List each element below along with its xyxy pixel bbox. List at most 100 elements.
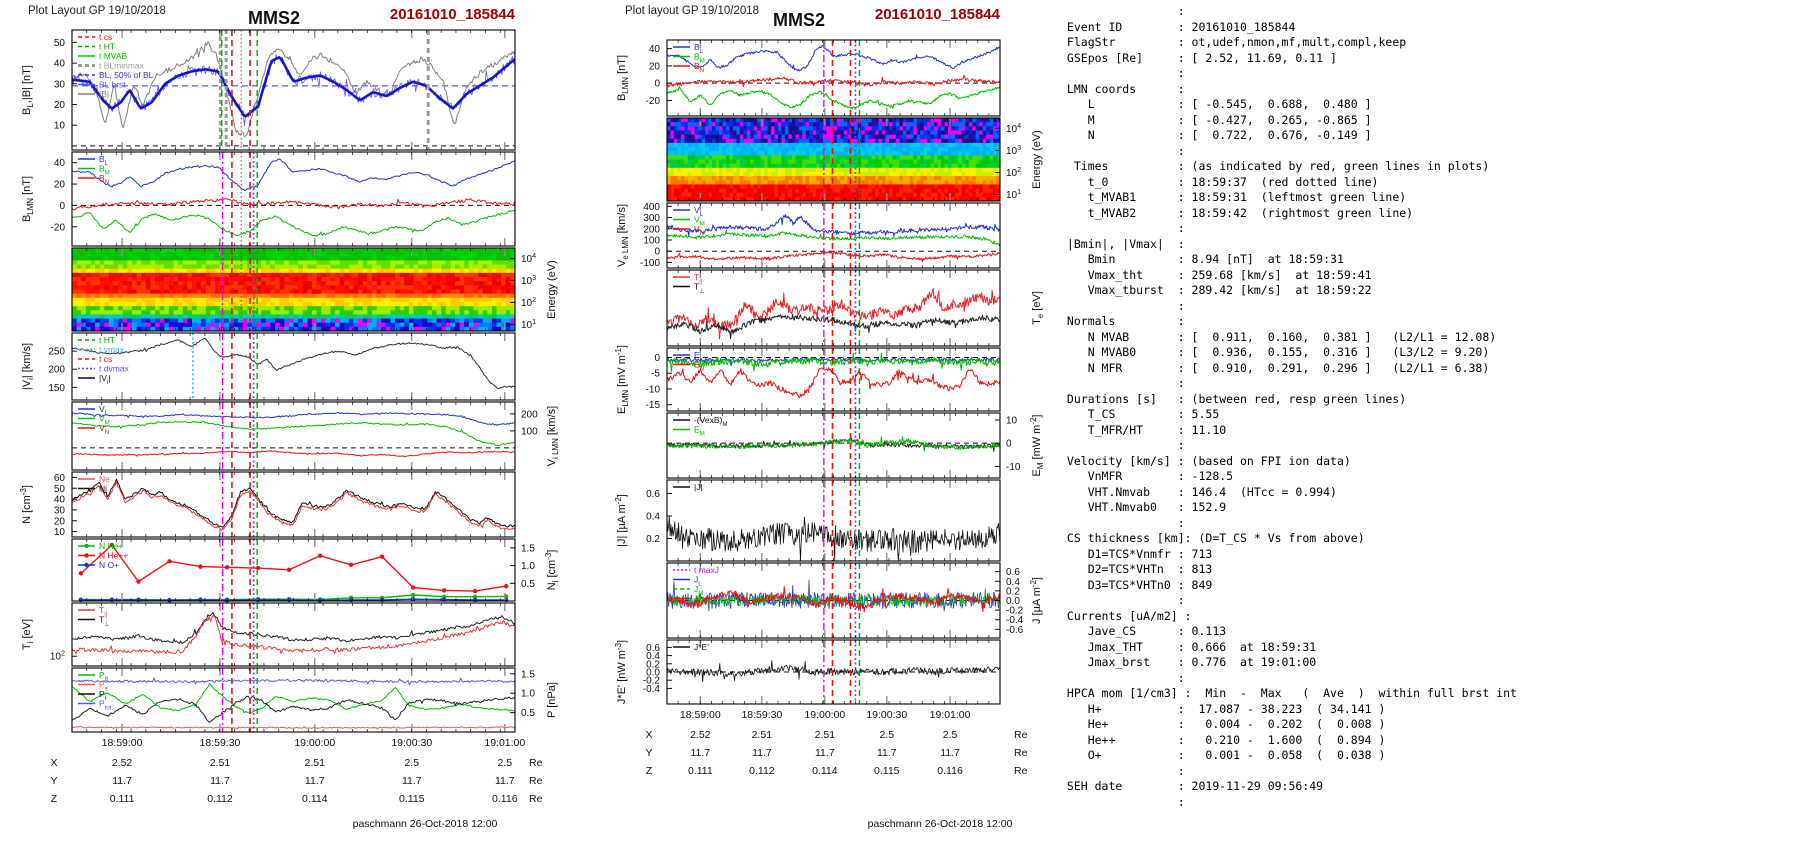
svg-text:Y: Y	[50, 775, 57, 787]
svg-text:20: 20	[54, 516, 66, 527]
event-id-label: 20161010_185844	[874, 6, 1000, 23]
left-plot-column: Plot Layout GP 19/10/2018 MMS2 20161010_…	[0, 0, 600, 841]
svg-text:150: 150	[48, 383, 65, 394]
svg-text:Re: Re	[529, 793, 543, 805]
svg-text:102: 102	[521, 295, 536, 309]
svg-text:BM: BM	[694, 52, 705, 65]
series-VeM	[666, 229, 1001, 246]
svg-text:1.0: 1.0	[521, 561, 535, 572]
svg-text:t vmax: t vmax	[99, 345, 125, 355]
svg-text:Ni [cm-3]: Ni [cm-3]	[544, 550, 560, 591]
svg-text:101: 101	[521, 317, 536, 331]
svg-text:0: 0	[654, 79, 660, 90]
series-BN	[666, 74, 1001, 88]
series-JN	[666, 586, 1001, 613]
series-Btot	[71, 40, 516, 138]
series-Teperp	[666, 313, 1001, 340]
series-Pi	[71, 695, 516, 723]
series-VN	[72, 450, 516, 458]
series-Ni	[71, 478, 516, 528]
svg-text:N [cm-3]: N [cm-3]	[19, 485, 33, 524]
series-BL	[666, 44, 1001, 72]
svg-text:2.5: 2.5	[498, 757, 513, 769]
middle-plot-column: Plot layout GP 19/10/2018 MMS2 20161010_…	[525, 0, 1085, 841]
svg-text:BN: BN	[99, 173, 109, 186]
svg-text:40: 40	[54, 158, 66, 169]
series-Tpar	[71, 614, 516, 655]
series-BM	[71, 209, 516, 237]
time-axis: 18:59:00 18:59:30 19:00:00 19:00:30 19:01:00	[680, 709, 971, 721]
panel-ti: 102 Ti [eV] T||T⊥	[21, 602, 516, 667]
svg-text:200: 200	[48, 365, 65, 376]
svg-text:Re: Re	[529, 757, 543, 769]
series-BL	[71, 56, 516, 118]
ephemeris-row-Y: Y 11.7 11.7 11.7 11.7 11.7 Re	[50, 775, 542, 787]
svg-text:11.7: 11.7	[402, 775, 422, 787]
svg-text:2.5: 2.5	[404, 757, 419, 769]
svg-text:1.0: 1.0	[521, 689, 535, 700]
svg-text:11.7: 11.7	[495, 775, 515, 787]
svg-text:BL: BL	[694, 42, 704, 55]
svg-text:250: 250	[48, 347, 65, 358]
svg-text:11.7: 11.7	[305, 775, 325, 787]
plot-layout-label: Plot Layout GP 19/10/2018	[28, 5, 166, 17]
svg-text:BL, 50% of BL: BL, 50% of BL	[99, 70, 154, 80]
series-EN	[666, 367, 1001, 398]
svg-text:t BLminmax: t BLminmax	[99, 61, 145, 71]
series-Tepar	[666, 288, 1001, 340]
svg-text:0.114: 0.114	[302, 793, 328, 805]
svg-text:18:59:00: 18:59:00	[102, 737, 143, 749]
svg-text:t cs: t cs	[99, 354, 112, 364]
panel-te: Te [eV]T||T⊥	[666, 269, 1045, 347]
series-BN	[71, 198, 516, 211]
svg-text:Energy (eV): Energy (eV)	[546, 260, 558, 319]
ephemeris-row-Z: Z 0.111 0.112 0.114 0.115 0.116 Re	[646, 765, 1028, 777]
svg-text:t MVAB: t MVAB	[99, 51, 128, 61]
svg-text:Ptot: Ptot	[99, 699, 112, 712]
svg-text:VM: VM	[99, 414, 110, 427]
svg-text:VL: VL	[99, 404, 109, 417]
footer-credit: paschmann 26-Oct-2018 12:00	[867, 818, 1013, 830]
svg-text:20: 20	[649, 61, 661, 72]
event-info-panel: : Event ID : 20161010_185844 FlagStr : o…	[1066, 4, 1517, 809]
series-Pe	[71, 725, 516, 730]
svg-text:|B|: |B|	[99, 89, 109, 99]
panel-em-vexb: 100-10 EM [mW m-2]-(VexB)MEM	[666, 412, 1045, 479]
svg-text:t HT: t HT	[99, 42, 115, 52]
panel-minor-ion-density: 0.5 1.0 1.5 Ni [cm-3] N He+N He++N O+	[71, 538, 560, 603]
spacecraft-title: MMS2	[248, 8, 301, 28]
svg-text:19:00:00: 19:00:00	[294, 737, 335, 749]
event-id-label: 20161010_185844	[389, 6, 515, 23]
series-VeN	[666, 250, 1001, 263]
svg-text:BLMN [nT]: BLMN [nT]	[616, 55, 630, 101]
plot-layout-label: Plot layout GP 19/10/2018	[625, 5, 760, 17]
svg-text:1.5: 1.5	[521, 669, 535, 680]
series-Tperp	[71, 612, 516, 644]
svg-text:30: 30	[54, 79, 66, 90]
svg-text:0.116: 0.116	[492, 793, 518, 805]
svg-text:11.7: 11.7	[112, 775, 132, 787]
svg-text:T⊥: T⊥	[99, 615, 110, 628]
svg-text:104: 104	[521, 251, 536, 265]
spacecraft-title: MMS2	[773, 10, 826, 30]
series-Ne	[71, 480, 516, 531]
series-Ptot	[71, 677, 516, 686]
svg-text:Pe: Pe	[99, 680, 109, 693]
svg-text:10: 10	[54, 527, 66, 538]
svg-text:40: 40	[54, 59, 66, 70]
series-VeL	[666, 214, 1001, 237]
svg-text:0.112: 0.112	[207, 793, 233, 805]
svg-text:0.5: 0.5	[521, 579, 535, 590]
svg-text:PB: PB	[99, 670, 109, 683]
ephemeris-row-Z: Z 0.111 0.112 0.114 0.115 0.116 Re	[51, 793, 543, 805]
svg-text:VN: VN	[99, 423, 109, 436]
svg-text:30: 30	[54, 505, 66, 516]
svg-text:Ti [eV]: Ti [eV]	[21, 619, 35, 650]
svg-text:t cs: t cs	[99, 32, 112, 42]
